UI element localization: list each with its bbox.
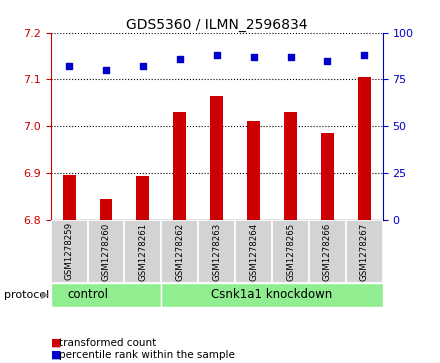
Bar	[136, 176, 149, 220]
Bar	[272, 220, 309, 283]
Text: protocol: protocol	[4, 290, 50, 300]
Bar	[309, 220, 346, 283]
Text: GSM1278261: GSM1278261	[138, 222, 147, 281]
Bar	[99, 199, 113, 220]
Text: ■: ■	[51, 338, 61, 348]
Point	[66, 64, 73, 69]
Bar	[321, 133, 334, 220]
Bar	[88, 220, 125, 283]
Point	[287, 54, 294, 60]
Text: Csnk1a1 knockdown: Csnk1a1 knockdown	[212, 289, 333, 301]
Text: GSM1278263: GSM1278263	[212, 222, 221, 281]
Point	[176, 56, 183, 62]
Text: ■: ■	[51, 350, 61, 360]
Text: GSM1278264: GSM1278264	[249, 222, 258, 281]
Text: GSM1278262: GSM1278262	[175, 222, 184, 281]
Text: percentile rank within the sample: percentile rank within the sample	[59, 350, 235, 360]
Bar	[161, 220, 198, 283]
Bar	[173, 112, 186, 220]
Title: GDS5360 / ILMN_2596834: GDS5360 / ILMN_2596834	[126, 18, 308, 32]
Point	[139, 64, 147, 69]
Bar	[346, 220, 383, 283]
Bar	[51, 283, 161, 307]
Point	[250, 54, 257, 60]
Text: control: control	[67, 289, 108, 301]
Text: GSM1278259: GSM1278259	[65, 222, 73, 281]
Bar	[198, 220, 235, 283]
Point	[213, 52, 220, 58]
Bar	[235, 220, 272, 283]
Text: GSM1278267: GSM1278267	[360, 222, 369, 281]
Bar	[161, 283, 383, 307]
Bar	[62, 175, 76, 220]
Text: GSM1278260: GSM1278260	[102, 222, 110, 281]
Text: transformed count: transformed count	[59, 338, 157, 348]
Point	[103, 67, 110, 73]
Text: GSM1278266: GSM1278266	[323, 222, 332, 281]
Bar	[247, 122, 260, 220]
Bar	[210, 96, 223, 220]
Point	[324, 58, 331, 64]
Bar	[51, 220, 88, 283]
Text: ▶: ▶	[41, 290, 48, 300]
Bar	[125, 220, 161, 283]
Bar	[284, 112, 297, 220]
Text: GSM1278265: GSM1278265	[286, 222, 295, 281]
Point	[361, 52, 368, 58]
Bar	[358, 77, 371, 220]
